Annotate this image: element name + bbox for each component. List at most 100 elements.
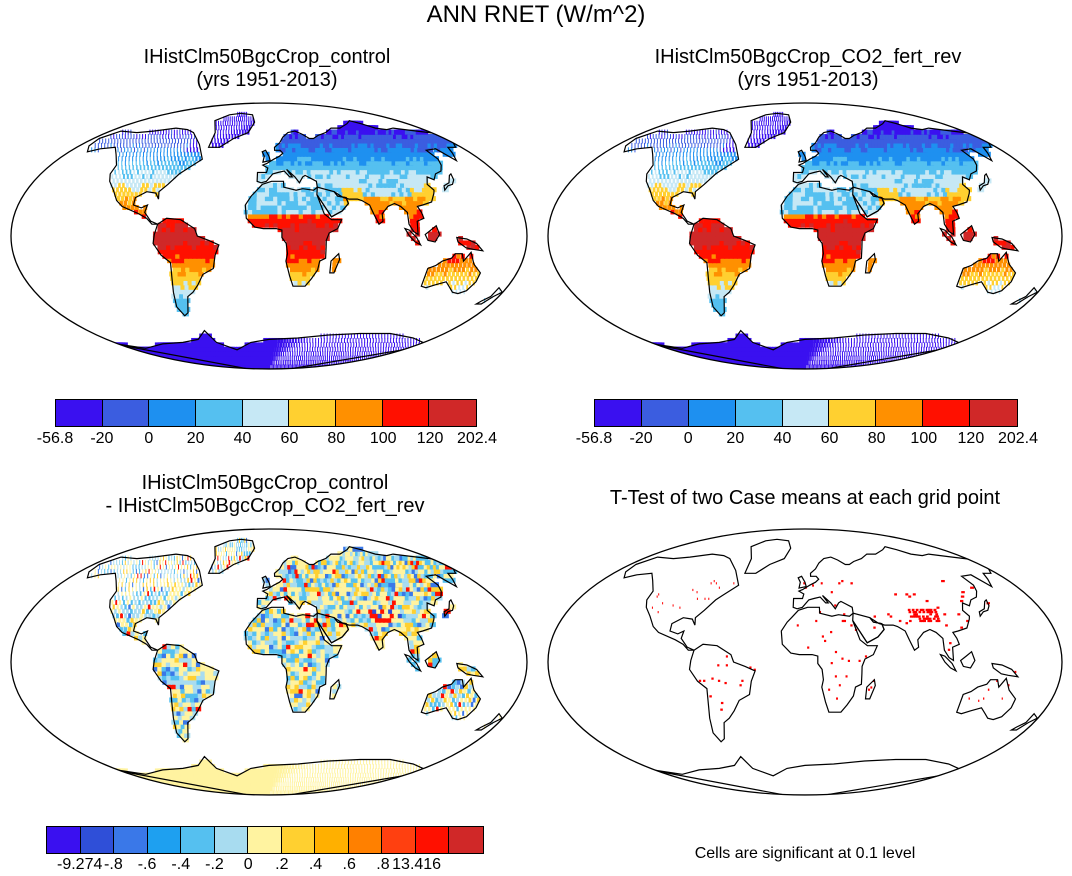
colorbar-swatch [81,827,115,853]
colorbar-swatch [336,400,383,426]
colorbar-swatch [282,827,316,853]
coastline-south-america [690,644,756,742]
colorbar-swatch [56,400,103,426]
colorbar-swatch [595,400,642,426]
panel-1-colorbar [55,399,477,427]
colorbar-tick-label: 0 [244,856,253,874]
colorbar-tick-label: -56.8 [576,430,612,448]
colorbar-tick-label: 80 [327,430,345,448]
colorbar-swatch [689,400,736,426]
colorbar-tick-label: 100 [370,430,397,448]
panel-1-title-line1: IHistClm50BgcCrop_control [47,46,487,69]
colorbar-swatch [215,827,249,853]
panel-3-map [8,526,530,798]
coastline-madagascar [866,680,876,699]
colorbar-tick-label: 80 [868,430,886,448]
colorbar-swatch [382,827,416,853]
map-boundary [548,529,1062,795]
colorbar-tick-label: -.4 [171,856,190,874]
colorbar-tick-label: -.6 [138,856,157,874]
panel-2-map [545,100,1065,372]
colorbar-tick-label: .4 [309,856,322,874]
panel-3-title-line1: IHistClm50BgcCrop_control [40,472,490,495]
figure-title: ANN RNET (W/m^2) [0,0,1072,30]
coastline-africa-eurasia [781,547,991,713]
map-cells [624,539,1037,795]
colorbar-tick-label: 100 [910,430,937,448]
colorbar-tick-label: -20 [630,430,653,448]
coastline-australia [957,678,1016,719]
colorbar-tick-label: .8 [376,856,389,874]
colorbar-swatch [876,400,923,426]
colorbar-swatch [642,400,689,426]
colorbar-swatch [47,827,81,853]
colorbar-swatch [181,827,215,853]
colorbar-swatch [736,400,783,426]
panel-2-title-line1: IHistClm50BgcCrop_CO2_fert_rev [578,46,1038,69]
panel-4-title: T-Test of two Case means at each grid po… [545,487,1065,510]
colorbar-tick-label: 40 [234,430,252,448]
colorbar-tick-label: 13.416 [392,856,441,874]
coastline-greenland [745,539,791,573]
map-cells [87,112,502,370]
colorbar-tick-label: -56.8 [37,430,73,448]
colorbar-tick-label: -20 [90,430,113,448]
colorbar-swatch [383,400,430,426]
coastline-antarctica [643,757,959,795]
colorbar-tick-label: 120 [958,430,985,448]
colorbar-tick-label: 40 [774,430,792,448]
panel-2-colorbar [594,399,1018,427]
colorbar-swatch [148,827,182,853]
colorbar-swatch [429,400,476,426]
coastline-japan [979,600,989,616]
colorbar-tick-label: 0 [144,430,153,448]
colorbar-swatch [449,827,483,853]
coastline-uk [798,576,806,588]
panel-3-colorbar [46,826,484,854]
colorbar-tick-label: 20 [187,430,205,448]
coastline-borneo [961,652,975,668]
colorbar-swatch [416,827,450,853]
panel-4-map [545,526,1065,798]
panel-3-title-line2: - IHistClm50BgcCrop_CO2_fert_rev [40,495,490,518]
coastline-new-zealand [476,714,502,730]
colorbar-swatch [248,827,282,853]
colorbar-swatch [103,400,150,426]
colorbar-tick-label: 20 [726,430,744,448]
colorbar-swatch [923,400,970,426]
colorbar-swatch [783,400,830,426]
colorbar-swatch [289,400,336,426]
colorbar-tick-label: 202.4 [457,430,497,448]
panel-2-title: IHistClm50BgcCrop_CO2_fert_rev (yrs 1951… [578,46,1038,92]
colorbar-swatch [829,400,876,426]
coastline-new-guinea [992,664,1018,677]
colorbar-swatch [196,400,243,426]
colorbar-tick-label: .2 [275,856,288,874]
coastline-north-america [624,554,739,650]
coastline-new-zealand [1011,288,1037,304]
map-cells [87,538,502,796]
colorbar-tick-label: .6 [343,856,356,874]
panel-4-title-line1: T-Test of two Case means at each grid po… [545,487,1065,510]
coastline-new-zealand [476,288,502,304]
colorbar-tick-label: -.2 [205,856,224,874]
colorbar-swatch [114,827,148,853]
colorbar-swatch [149,400,196,426]
colorbar-tick-label: 202.4 [998,430,1038,448]
colorbar-swatch [315,827,349,853]
coastline-arabia-link [853,613,884,643]
significance-footnote: Cells are significant at 0.1 level [545,845,1065,863]
panel-1-title: IHistClm50BgcCrop_control (yrs 1951-2013… [47,46,487,92]
colorbar-tick-label: 0 [684,430,693,448]
colorbar-tick-label: -.8 [104,856,123,874]
panel-3-title: IHistClm50BgcCrop_control - IHistClm50Bg… [40,472,490,518]
colorbar-swatch [243,400,290,426]
colorbar-tick-label: -9.274 [57,856,102,874]
panel-1-title-line2: (yrs 1951-2013) [47,69,487,92]
colorbar-tick-label: 60 [281,430,299,448]
colorbar-swatch [970,400,1017,426]
colorbar-swatch [349,827,383,853]
